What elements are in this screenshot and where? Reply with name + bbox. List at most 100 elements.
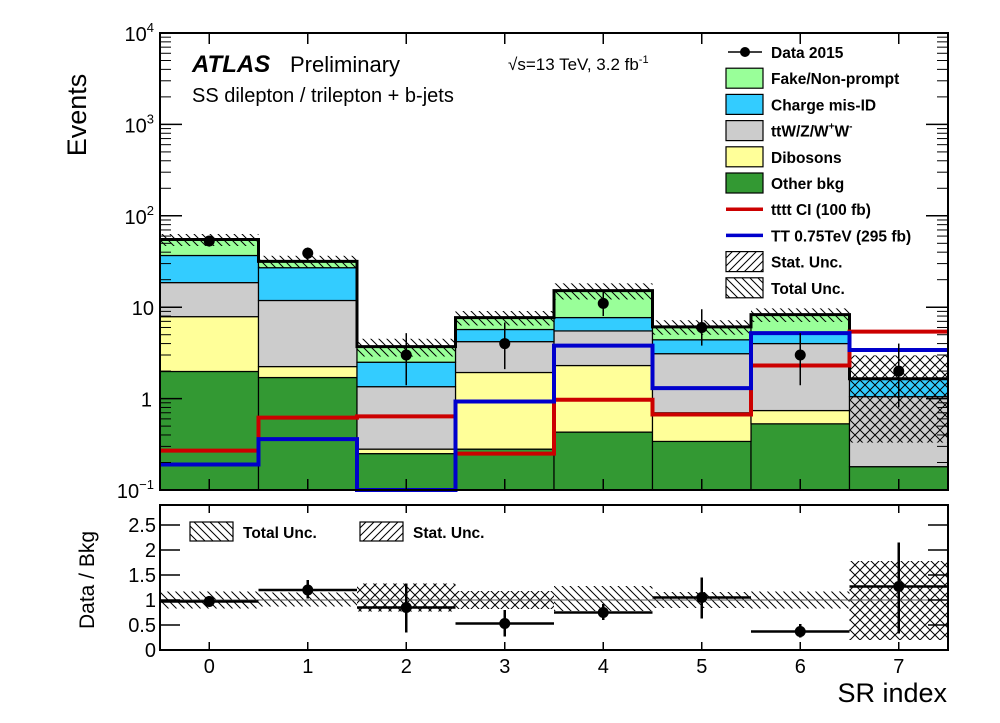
data-point xyxy=(203,235,215,247)
data-point xyxy=(302,247,314,259)
y-tick-base: 10 xyxy=(117,481,139,503)
stack-bar-dibosons xyxy=(159,316,260,373)
ratio-point xyxy=(302,584,314,596)
y-tick-exponent: 4 xyxy=(147,20,154,35)
y-tick-exponent: 2 xyxy=(147,203,154,218)
legend-label: Other bkg xyxy=(771,176,844,193)
y-tick-base: 10 xyxy=(125,115,147,137)
y-tick-base: 10 xyxy=(125,24,147,46)
ratio-legend-label: Stat. Unc. xyxy=(413,525,484,542)
legend-label: TT 0.75TeV (295 fb) xyxy=(771,228,911,245)
ratio-y-tick-label: 0.5 xyxy=(128,615,156,637)
legend-label: Data 2015 xyxy=(771,45,844,62)
legend-swatch xyxy=(725,172,764,194)
data-point xyxy=(794,349,806,361)
main-frame xyxy=(159,32,949,491)
legend-label-sup: - xyxy=(849,122,852,133)
data-point xyxy=(597,297,609,309)
y-tick-base: 10 xyxy=(125,207,147,229)
atlas-label: ATLAS xyxy=(191,51,270,78)
y-tick-label: 1 xyxy=(141,390,152,412)
x-tick-label: 3 xyxy=(499,656,510,678)
selection-label: SS dilepton / trilepton + b-jets xyxy=(192,85,454,107)
ratio-point xyxy=(400,602,412,613)
lumi-exponent: -1 xyxy=(639,54,649,66)
y-tick-label: 102 xyxy=(125,203,154,229)
stack-bar-charge-mis-id xyxy=(159,254,260,284)
stack-bar-charge-mis-id xyxy=(257,267,358,302)
stack-bar-other-bkg xyxy=(159,370,260,491)
x-tick-label: 5 xyxy=(696,656,707,678)
stack-bar-dibosons xyxy=(750,409,851,425)
y-tick-base: 1 xyxy=(141,390,152,412)
ratio-point xyxy=(696,592,708,603)
stack-bar-dibosons xyxy=(651,412,752,443)
data-point xyxy=(696,321,708,333)
signal-line-tt xyxy=(160,331,948,492)
legend-label: Fake/Non-prompt xyxy=(771,71,899,88)
data-point xyxy=(400,349,412,361)
stack-bar-ttw-z-w xyxy=(553,330,654,367)
legend-label: tttt CI (100 fb) xyxy=(771,202,871,219)
legend-hatch-swatch xyxy=(725,251,764,273)
y-tick-label: 10−1 xyxy=(117,477,154,503)
legend-label-part: W xyxy=(835,124,850,141)
ratio-legend-label: Total Unc. xyxy=(243,525,317,542)
ratio-legend-swatch xyxy=(189,521,234,542)
stack-bar-ttw-z-w xyxy=(257,299,358,368)
ratio-point xyxy=(794,626,806,637)
ratio-y-axis-title: Data / Bkg xyxy=(76,531,99,629)
legend-label: Charge mis-ID xyxy=(771,97,876,114)
stack-bar-dibosons xyxy=(454,371,555,450)
legend-label: Dibosons xyxy=(771,150,842,167)
ratio-point xyxy=(499,618,511,629)
legend-swatch xyxy=(725,119,764,142)
stack-bar-charge-mis-id xyxy=(553,316,654,332)
ratio-panel: 0 1 2 3 4 5 6 7 0 0.5 1 1.5 2 2.5 xyxy=(128,504,949,678)
legend-swatch xyxy=(725,67,764,89)
legend-data-marker xyxy=(740,47,750,57)
ratio-y-tick-label: 2.5 xyxy=(128,515,156,537)
ratio-y-tick-label: 1 xyxy=(145,590,156,612)
y-axis-title: Events xyxy=(62,74,92,157)
data-point xyxy=(499,338,511,350)
legend-label-sup: + xyxy=(829,122,835,133)
total-bkg-outline xyxy=(160,238,948,381)
labels: Events Data / Bkg SR index ATLAS Prelimi… xyxy=(62,51,947,708)
ratio-point xyxy=(597,607,609,618)
x-axis-title: SR index xyxy=(837,678,947,708)
x-tick-label: 2 xyxy=(401,656,412,678)
ratio-point xyxy=(893,581,905,592)
preliminary-label: Preliminary xyxy=(290,52,400,77)
y-tick-label: 104 xyxy=(125,20,154,46)
stack-bar-dibosons xyxy=(257,365,358,379)
y-tick-label: 103 xyxy=(125,111,154,137)
legend-swatch xyxy=(725,93,764,116)
stack-bar-ttw-z-w xyxy=(651,353,752,414)
x-tick-label: 0 xyxy=(204,656,215,678)
legend-label-part: ttW/Z/W xyxy=(771,124,829,141)
energy-lumi-label: √s=13 TeV, 3.2 fb-1 xyxy=(508,54,649,74)
x-tick-label: 1 xyxy=(302,656,313,678)
ratio-y-tick-label: 0 xyxy=(145,640,156,662)
ratio-point xyxy=(203,596,215,607)
stack-bar-ttw-z-w xyxy=(159,282,260,318)
stack-bar-dibosons xyxy=(356,448,457,455)
y-tick-base: 10 xyxy=(132,298,154,320)
legend-swatch xyxy=(725,146,764,168)
y-tick-exponent: 3 xyxy=(147,111,154,126)
ratio-y-tick-label: 1.5 xyxy=(128,565,156,587)
energy-text: √s=13 TeV, 3.2 fb xyxy=(508,55,639,74)
stack-bar-other-bkg xyxy=(257,376,358,491)
legend: Data 2015 Fake/Non-prompt Charge mis-ID ttW… xyxy=(725,45,911,299)
ratio-frame xyxy=(159,504,949,651)
legend-label: Total Unc. xyxy=(771,281,845,298)
ratio-y-tick-label: 2 xyxy=(145,540,156,562)
ratio-legend: Total Unc. Stat. Unc. xyxy=(189,521,484,542)
ratio-legend-swatch xyxy=(359,521,404,542)
y-tick-label: 10 xyxy=(132,298,154,320)
x-tick-label: 4 xyxy=(598,656,609,678)
y-tick-exponent: −1 xyxy=(139,477,154,492)
legend-label: ttW/Z/W+W- xyxy=(771,122,853,141)
